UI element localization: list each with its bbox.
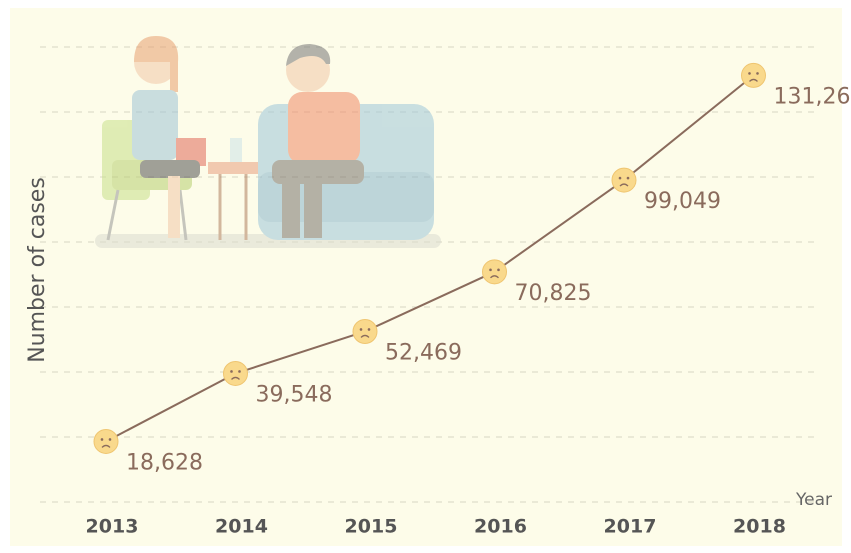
emoji-marker xyxy=(352,318,378,344)
emoji-marker xyxy=(93,428,119,454)
x-axis-label: Year xyxy=(795,490,832,510)
x-tick-label: 2015 xyxy=(345,516,398,538)
emoji-marker xyxy=(741,62,766,88)
emoji-marker xyxy=(611,167,637,193)
emoji-marker xyxy=(482,259,507,285)
data-label: 99,049 xyxy=(644,189,721,214)
data-label: 52,469 xyxy=(385,340,462,365)
x-tick-label: 2017 xyxy=(604,516,657,538)
emoji-marker xyxy=(223,360,248,386)
data-label: 70,825 xyxy=(515,281,592,306)
x-tick-label: 2018 xyxy=(733,516,786,538)
x-tick-label: 2014 xyxy=(215,516,268,538)
data-label: 18,628 xyxy=(126,450,203,475)
y-axis-label: Number of cases xyxy=(25,177,50,363)
x-tick-label: 2013 xyxy=(86,516,139,538)
x-tick-label: 2016 xyxy=(474,516,527,538)
illustration xyxy=(95,36,441,248)
data-line xyxy=(105,74,755,443)
data-label: 131,260 xyxy=(774,84,851,109)
data-label: 39,548 xyxy=(256,382,333,407)
